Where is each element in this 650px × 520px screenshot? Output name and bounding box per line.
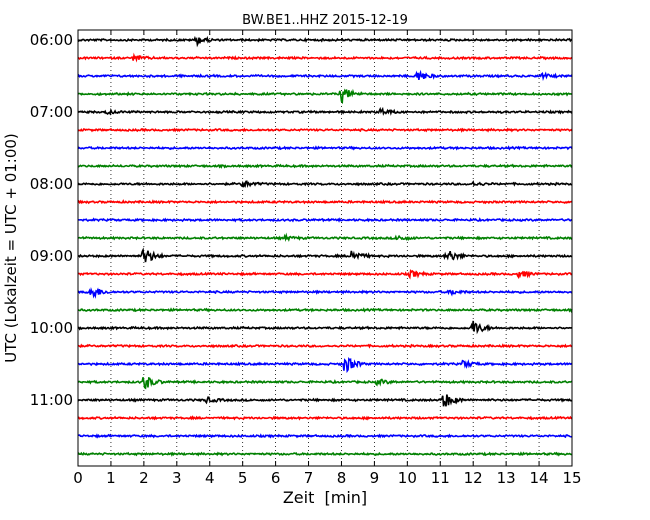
trace-line [77,269,573,280]
trace-line [77,180,573,189]
trace-line [77,451,573,457]
trace-line [77,307,573,313]
traces [77,35,573,457]
x-grid [110,30,540,466]
trace-line [77,247,573,263]
plot-frame [77,29,573,467]
x-ticks: 0 1 2 3 4 5 6 7 8 9 10 11 12 13 14 15 [73,30,582,487]
trace-line [77,232,573,242]
x-tick-label: 15 [562,469,581,487]
x-tick-label: 0 [73,469,83,487]
trace-line [77,35,573,48]
x-tick-label: 7 [304,469,314,487]
y-tick-label: 06:00 [30,31,73,49]
trace-line [77,199,573,205]
trace-line [77,394,573,407]
x-tick-label: 5 [238,469,248,487]
trace-line [77,356,573,374]
trace-line [77,217,573,223]
trace-line [77,69,573,82]
x-tick-label: 6 [271,469,281,487]
trace-line [77,145,573,151]
y-axis-label: UTC (Lokalzeit = UTC + 01:00) [2,133,20,363]
trace-line [77,286,573,299]
y-ticks: 06:00 07:00 08:00 09:00 10:00 11:00 [30,31,83,409]
chart-title: BW.BE1..HHZ 2015-12-19 [242,13,408,28]
x-tick-label: 10 [398,469,417,487]
x-tick-label: 13 [497,469,516,487]
trace-line [77,106,573,116]
trace-line [77,376,573,390]
trace-line [77,52,573,63]
x-tick-label: 4 [205,469,215,487]
y-tick-label: 11:00 [30,391,73,409]
x-tick-label: 11 [431,469,450,487]
x-tick-label: 9 [370,469,380,487]
x-tick-label: 3 [172,469,182,487]
x-tick-label: 1 [106,469,116,487]
x-tick-label: 2 [139,469,149,487]
trace-line [77,320,573,335]
x-axis-label: Zeit [min] [283,488,367,507]
x-tick-label: 14 [530,469,549,487]
trace-line [77,343,573,349]
y-tick-label: 08:00 [30,175,73,193]
y-tick-label: 07:00 [30,103,73,121]
y-tick-label: 09:00 [30,247,73,265]
trace-line [77,163,573,169]
trace-line [77,88,573,105]
y-tick-label: 10:00 [30,319,73,337]
x-tick-label: 12 [464,469,483,487]
trace-line [77,433,573,439]
trace-line [77,415,573,421]
x-tick-label: 8 [337,469,347,487]
trace-line [77,127,573,133]
